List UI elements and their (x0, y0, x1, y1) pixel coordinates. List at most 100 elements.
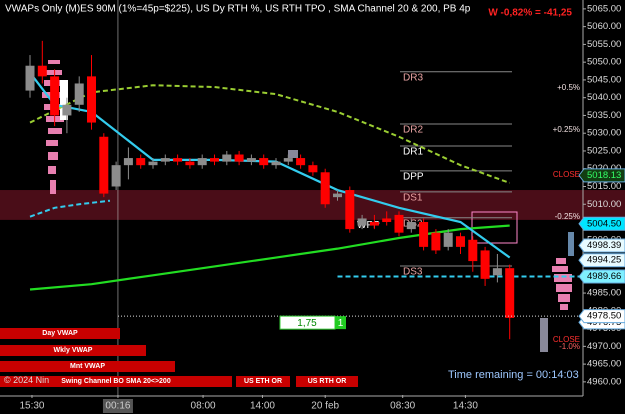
pivot-label: DR3 (403, 72, 423, 83)
order-count-box (335, 316, 346, 330)
price-marker (578, 253, 625, 268)
candle-body (455, 236, 465, 247)
candle-body (173, 158, 183, 162)
price-marker-label: 4978.50 (587, 311, 621, 322)
volume-profile-gray (288, 150, 548, 352)
y-tick-label: 5055.00 (587, 39, 621, 50)
y-tick-label: 5030.00 (587, 128, 621, 139)
value-area-box (60, 80, 68, 120)
x-tick-label: 14:30 (453, 401, 478, 412)
button[interactable]: US RTH OR (296, 376, 358, 387)
price-marker-label: 4994.25 (587, 255, 621, 266)
candle-body (505, 268, 515, 318)
x-tick-label: 14:00 (250, 401, 275, 412)
candle-body (394, 214, 404, 233)
candle-body (62, 104, 72, 116)
y-tick-label: 5040.00 (587, 92, 621, 103)
volume-profile (42, 60, 574, 310)
pivot-label: DR2 (403, 125, 423, 136)
candle-body (234, 154, 244, 162)
candle-body (148, 161, 158, 166)
pct-label: -1.0% (559, 342, 580, 351)
candle-body (136, 158, 146, 166)
button[interactable]: US ETH OR (236, 376, 290, 387)
cursor-time-box (102, 399, 133, 413)
candle-body (382, 218, 392, 223)
overlay-line (29, 199, 111, 218)
candle-body (357, 218, 367, 226)
y-tick-label: 4970.00 (587, 341, 621, 352)
pct-label: CLOSE (553, 335, 580, 344)
candle-body (123, 158, 133, 166)
y-tick-label: 5035.00 (587, 110, 621, 121)
x-tick-label: 00:16 (105, 401, 130, 412)
price-marker (578, 269, 625, 284)
candle-body (259, 158, 269, 166)
pct-label: +0.5% (557, 83, 580, 92)
candle-body (320, 172, 330, 205)
overlay-line (29, 72, 511, 259)
button[interactable]: Wkly VWAP (0, 345, 146, 356)
copyright: © 2024 Nin (4, 375, 50, 385)
x-tick-label: 15:30 (19, 401, 44, 412)
order-qty: 1,75 (297, 318, 317, 329)
y-tick-label: 5050.00 (587, 57, 621, 68)
price-marker-label: 5018.13 (587, 170, 621, 181)
y-tick-label: 5015.00 (587, 181, 621, 192)
candle-body (25, 65, 35, 91)
candle-body (443, 232, 453, 247)
chart-title: VWAPs Only (M)ES 90M (1%=45p=$225), US D… (5, 4, 471, 15)
price-band (0, 190, 625, 220)
pivot-label: DS1 (403, 192, 423, 203)
y-tick-label: 4960.00 (587, 376, 621, 387)
candle-body (210, 158, 220, 162)
price-marker-label: 4998.39 (587, 240, 621, 251)
overlay-line (29, 84, 511, 184)
y-tick-label: 5065.00 (587, 3, 621, 14)
price-marker (578, 168, 625, 183)
candle-body (50, 76, 60, 116)
candle-body (480, 250, 490, 279)
candle-body (111, 165, 121, 187)
candle-body (87, 76, 97, 123)
wpp-label: WPP (357, 220, 380, 231)
candle-body (99, 136, 109, 194)
pct-label: +0.25% (553, 125, 580, 134)
pct-label: CLOSE (553, 170, 580, 179)
price-marker (578, 309, 625, 324)
candle-body (345, 190, 355, 230)
y-tick-label: 5060.00 (587, 21, 621, 32)
x-tick-label: 20 feb (311, 401, 339, 412)
button[interactable]: Mnt VWAP (0, 361, 175, 372)
x-tick-label: 08:30 (390, 401, 415, 412)
order-count: 1 (338, 318, 344, 329)
price-marker-label: 4989.66 (587, 271, 621, 282)
candle-body (246, 158, 256, 162)
y-tick-label: 4965.00 (587, 359, 621, 370)
price-marker (578, 238, 625, 253)
button[interactable]: Swing Channel BO SMA 20<>200 (0, 376, 232, 387)
pivot-label: DPP (403, 171, 424, 182)
pivot-label: DS3 (403, 267, 423, 278)
candle-body (197, 158, 207, 166)
candle-body (308, 165, 318, 173)
button[interactable]: Day VWAP (0, 328, 120, 339)
candle-body (296, 158, 306, 166)
pnl: W -0,82% = -41,25 (488, 8, 572, 19)
candle-body (283, 158, 293, 162)
candle-body (333, 193, 343, 198)
candle-body (160, 158, 170, 162)
candle-body (468, 239, 478, 262)
y-tick-label: 5025.00 (587, 145, 621, 156)
candle-body (185, 161, 195, 166)
candle-body (419, 222, 429, 247)
price-marker (578, 216, 625, 231)
y-tick-label: 5010.00 (587, 199, 621, 210)
pivot-label: DR1 (403, 147, 423, 158)
candle-body (222, 154, 232, 162)
candle-body (492, 268, 502, 276)
candle-body (406, 222, 416, 230)
y-tick-label: 5045.00 (587, 74, 621, 85)
price-marker-label: 5004.50 (587, 218, 621, 229)
